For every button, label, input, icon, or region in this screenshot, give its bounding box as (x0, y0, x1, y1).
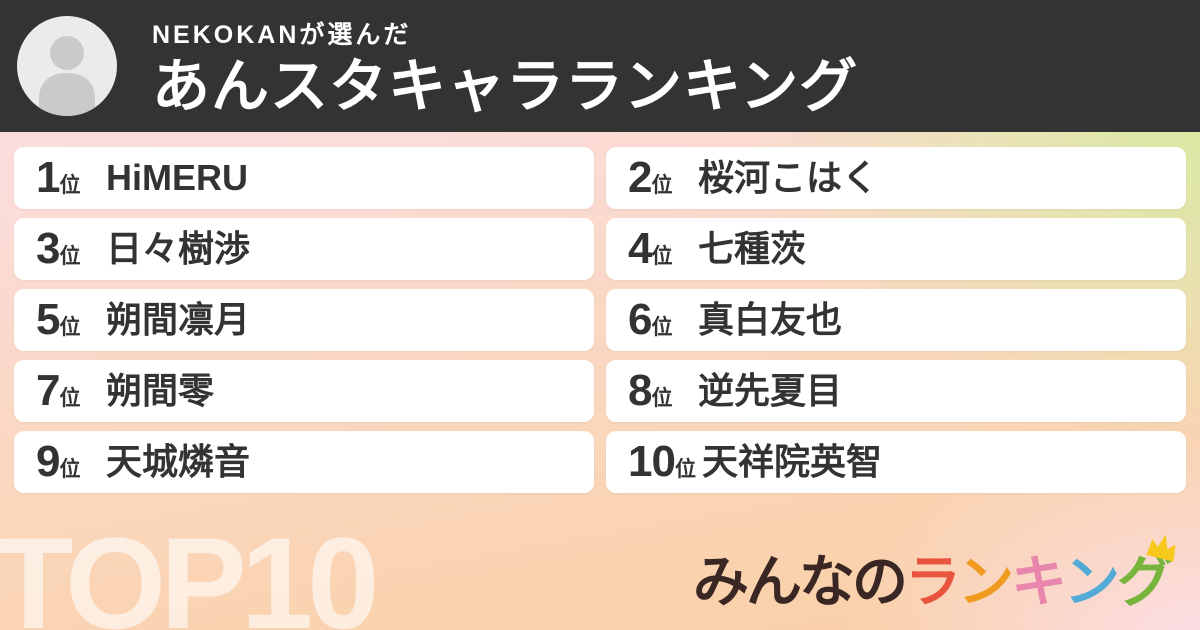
rank-label: 9 位 (36, 440, 100, 484)
ranking-grid: 1 位 HiMERU 2 位 桜河こはく 3 位 日々樹渉 4 位 七種茨 5 … (14, 147, 1186, 493)
rank-label: 1 位 (36, 156, 100, 200)
ranking-item: 7 位 朔間零 (14, 360, 594, 422)
ranking-item: 9 位 天城燐音 (14, 431, 594, 493)
logo-character: ン (958, 550, 1014, 613)
character-name: 七種茨 (698, 228, 807, 269)
avatar (17, 16, 117, 116)
character-name: 天祥院英智 (701, 441, 882, 482)
minna-no-ranking-logo: みんなのランキング (693, 534, 1176, 613)
rank-number: 1 (36, 153, 61, 202)
character-name: 朔間零 (106, 370, 215, 411)
character-name: 桜河こはく (698, 157, 879, 198)
ranking-item: 5 位 朔間凛月 (14, 289, 594, 351)
character-name: HiMERU (106, 157, 248, 198)
character-name: 天城燐音 (106, 441, 251, 482)
ranking-item: 10 位 天祥院英智 (606, 431, 1186, 493)
rank-suffix: 位 (651, 387, 673, 410)
rank-suffix: 位 (651, 245, 673, 268)
character-name: 逆先夏目 (698, 370, 843, 411)
rank-number: 5 (36, 295, 61, 344)
rank-number: 6 (628, 295, 653, 344)
rank-suffix: 位 (59, 174, 81, 197)
rank-label: 10 位 (628, 440, 696, 484)
ranking-item: 8 位 逆先夏目 (606, 360, 1186, 422)
ranking-item: 6 位 真白友也 (606, 289, 1186, 351)
rank-number: 7 (36, 366, 61, 415)
rank-suffix: 位 (59, 458, 81, 481)
rank-number: 8 (628, 366, 653, 415)
ranking-title: あんスタキャラランキング (152, 53, 859, 119)
rank-suffix: 位 (59, 387, 81, 410)
rank-suffix: 位 (651, 316, 673, 339)
logo-character: ン (1064, 550, 1120, 613)
ranking-author-line: NEKOKANが選んだ (152, 20, 412, 49)
ranking-item: 1 位 HiMERU (14, 147, 594, 209)
ranking-body: 1 位 HiMERU 2 位 桜河こはく 3 位 日々樹渉 4 位 七種茨 5 … (0, 132, 1200, 630)
rank-suffix: 位 (674, 458, 696, 481)
logo-character: み (693, 550, 749, 613)
logo-character: の (852, 550, 908, 613)
rank-label: 8 位 (628, 369, 692, 413)
rank-label: 6 位 (628, 298, 692, 342)
rank-label: 5 位 (36, 298, 100, 342)
header-text: NEKOKANが選んだ あんスタキャラランキング (152, 15, 858, 118)
top10-watermark: TOP10 (0, 510, 379, 630)
rank-label: 7 位 (36, 369, 100, 413)
rank-suffix: 位 (59, 245, 81, 268)
logo-character: ん (746, 550, 802, 613)
character-name: 真白友也 (698, 299, 843, 340)
rank-suffix: 位 (651, 174, 673, 197)
rank-number: 4 (628, 224, 653, 273)
logo-character: ラ (905, 550, 961, 613)
character-name: 日々樹渉 (106, 228, 251, 269)
rank-number: 3 (36, 224, 61, 273)
ranking-item: 3 位 日々樹渉 (14, 218, 594, 280)
rank-label: 4 位 (628, 227, 692, 271)
logo-character: な (799, 550, 855, 613)
rank-label: 3 位 (36, 227, 100, 271)
ranking-item: 4 位 七種茨 (606, 218, 1186, 280)
logo-character: キ (1011, 550, 1067, 613)
rank-suffix: 位 (59, 316, 81, 339)
character-name: 朔間凛月 (106, 299, 251, 340)
rank-label: 2 位 (628, 156, 692, 200)
rank-number: 9 (36, 437, 61, 486)
rank-number: 2 (628, 153, 653, 202)
ranking-item: 2 位 桜河こはく (606, 147, 1186, 209)
crown-icon (1143, 528, 1183, 563)
logo-character: グ (1117, 550, 1173, 613)
user-icon (39, 36, 95, 116)
header: NEKOKANが選んだ あんスタキャラランキング (0, 0, 1200, 132)
rank-number: 10 (628, 437, 676, 486)
